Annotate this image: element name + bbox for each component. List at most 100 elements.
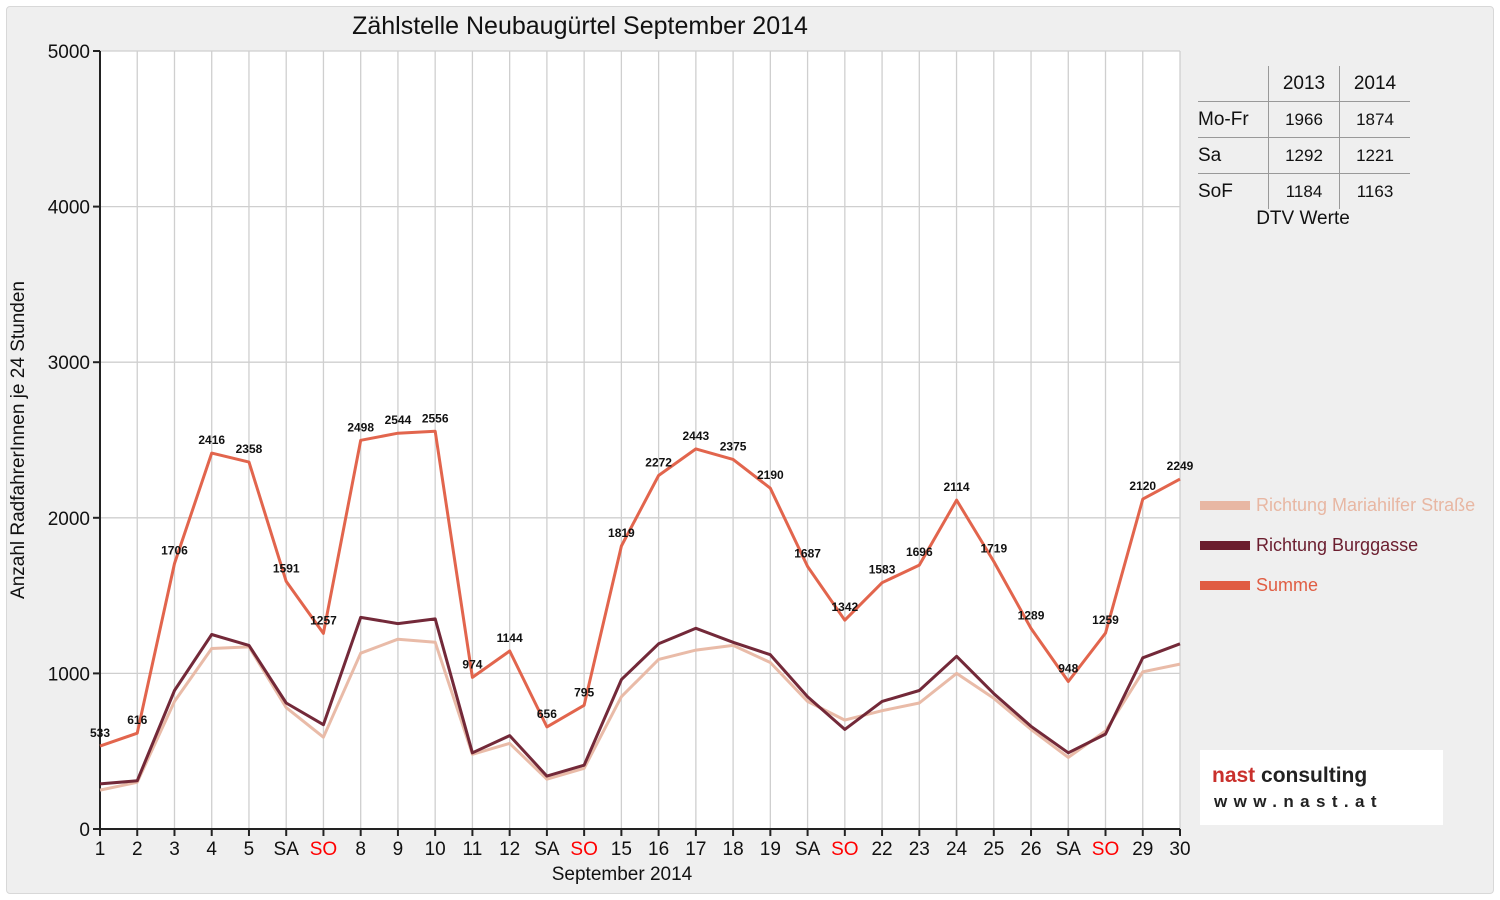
legend-label: Summe	[1256, 574, 1319, 595]
data-label: 656	[537, 707, 557, 721]
x-tick-label: 19	[760, 839, 781, 860]
legend-label: Richtung Burggasse	[1256, 534, 1419, 555]
data-label: 1144	[497, 631, 523, 645]
x-tick-label: SO	[570, 839, 597, 860]
data-label: 2416	[198, 433, 225, 447]
x-tick-label: 23	[909, 839, 930, 860]
data-label: 2443	[683, 429, 710, 443]
x-tick-label: 22	[871, 839, 892, 860]
y-tick-label: 1000	[48, 664, 90, 685]
logo-name-part1: nast	[1212, 764, 1256, 787]
logo-url: www.nast.at	[1214, 792, 1383, 811]
x-tick-label: SA	[274, 839, 300, 860]
x-tick-label: 11	[463, 839, 483, 860]
data-label: 795	[574, 685, 594, 699]
x-tick-label: 18	[723, 839, 744, 860]
data-label: 616	[127, 713, 147, 727]
x-tick-label: SA	[534, 839, 560, 860]
x-tick-label: 5	[244, 839, 255, 860]
y-tick-label: 4000	[48, 198, 90, 219]
legend-item-burggasse: Richtung Burggasse	[1200, 533, 1418, 557]
dtv-cell-2013: 1966	[1268, 101, 1340, 138]
x-tick-label: 24	[946, 839, 968, 860]
dtv-cell-2014: 1163	[1339, 173, 1410, 209]
dtv-cell-2014: 1874	[1339, 101, 1410, 138]
dtv-row-sa: Sa 1292 1221	[1198, 137, 1410, 174]
chart-title: Zählstelle Neubaugürtel September 2014	[352, 12, 808, 40]
data-label: 1257	[310, 613, 337, 627]
legend-swatch	[1200, 500, 1250, 510]
x-tick-label: 3	[169, 839, 180, 860]
data-label: 1342	[831, 600, 858, 614]
data-label: 974	[462, 657, 482, 671]
x-tick-label: 12	[499, 839, 520, 860]
dtv-caption: DTV Werte	[1256, 208, 1350, 229]
x-tick-label: 17	[685, 839, 706, 860]
y-tick-label: 5000	[48, 42, 90, 63]
x-axis-label: September 2014	[551, 864, 693, 885]
x-tick-label: SA	[1056, 839, 1082, 860]
data-label: 2120	[1129, 479, 1156, 493]
logo-name-part2: consulting	[1255, 764, 1368, 787]
series-line-1	[99, 615, 1181, 786]
x-tick-label: SO	[1092, 839, 1119, 860]
data-label: 2249	[1167, 459, 1194, 473]
x-tick-label: 15	[611, 839, 632, 860]
dtv-cell-2013: 1184	[1268, 173, 1340, 209]
logo-name: nast consulting	[1212, 764, 1367, 788]
x-tick-label: 30	[1169, 839, 1190, 860]
x-tick-label: 9	[393, 839, 404, 860]
data-label: 2498	[347, 420, 374, 434]
y-axis-label: Anzahl RadfahrerInnen je 24 Stunden	[8, 281, 29, 599]
data-label: 2544	[385, 413, 412, 427]
x-tick-label: SA	[795, 839, 821, 860]
x-tick-label: 10	[425, 839, 446, 860]
legend-label: Richtung Mariahilfer Straße	[1256, 494, 1476, 515]
dtv-cell-2013: 1292	[1268, 137, 1340, 174]
dtv-col-header-2014: 2014	[1339, 66, 1410, 102]
plot-background	[100, 51, 1180, 829]
x-tick-label: 8	[355, 839, 366, 860]
series-line-2	[99, 429, 1181, 748]
data-label: 2114	[944, 480, 970, 494]
x-tick-label: SO	[831, 839, 858, 860]
dtv-row-sof: SoF 1184 1163	[1198, 173, 1410, 209]
data-label: 1289	[1018, 608, 1045, 622]
dtv-row-label: Sa	[1198, 137, 1269, 174]
data-label: 948	[1058, 661, 1078, 675]
data-label: 2358	[236, 442, 263, 456]
dtv-header-row: 2013 2014	[1198, 66, 1410, 102]
data-label: 1696	[906, 545, 933, 559]
data-label: 2190	[757, 468, 784, 482]
company-logo: nast consulting www.nast.at	[1200, 750, 1443, 825]
dtv-row-label: SoF	[1198, 173, 1269, 209]
y-tick-label: 3000	[48, 353, 90, 374]
x-tick-label: 1	[95, 839, 106, 860]
x-tick-label: SO	[310, 839, 337, 860]
legend-swatch	[1200, 540, 1250, 550]
x-tick-label: 16	[648, 839, 669, 860]
data-label: 2556	[422, 411, 449, 425]
data-label: 2375	[720, 439, 747, 453]
legend-swatch	[1200, 580, 1250, 590]
x-tick-label: 26	[1020, 839, 1041, 860]
dtv-row-label: Mo-Fr	[1198, 101, 1269, 138]
y-tick-label: 0	[79, 820, 90, 841]
series-line-0	[99, 637, 1181, 792]
x-tick-label: 25	[983, 839, 1004, 860]
dtv-row-mo-fr: Mo-Fr 1966 1874	[1198, 101, 1410, 138]
legend-item-summe: Summe	[1200, 573, 1318, 597]
dtv-table: 2013 2014 Mo-Fr 1966 1874 Sa 1292 1221 S…	[1198, 66, 1410, 209]
x-tick-label: 2	[132, 839, 143, 860]
legend-item-mariahilfer: Richtung Mariahilfer Straße	[1200, 493, 1475, 517]
data-label: 1687	[794, 547, 821, 561]
dtv-cell-2014: 1221	[1339, 137, 1410, 174]
data-label: 1719	[980, 542, 1007, 556]
dtv-corner-cell	[1198, 66, 1269, 102]
data-label: 1591	[273, 561, 300, 575]
dtv-col-header-2013: 2013	[1268, 66, 1340, 102]
data-label: 1706	[161, 544, 188, 558]
data-label: 1259	[1092, 613, 1119, 627]
y-tick-label: 2000	[48, 509, 90, 530]
